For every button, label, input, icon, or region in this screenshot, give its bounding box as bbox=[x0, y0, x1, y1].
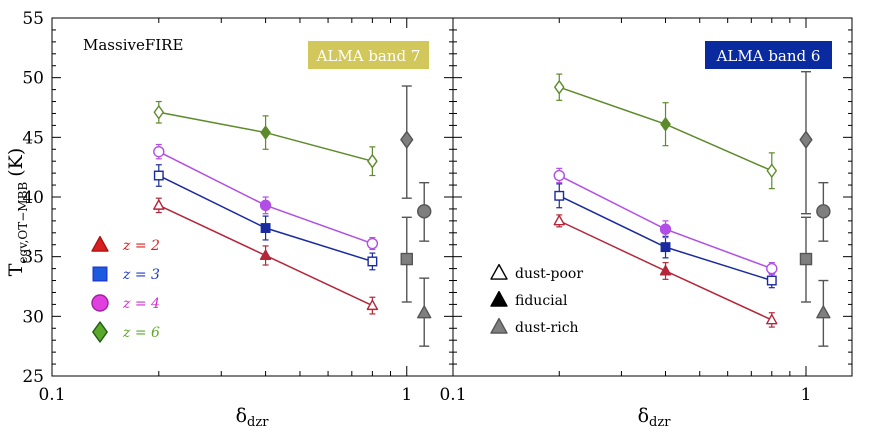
variant-legend: dust-poor fiducial dust-rich bbox=[490, 263, 583, 336]
badge-alma-band-7: ALMA band 7 bbox=[316, 47, 421, 65]
data-point bbox=[260, 223, 271, 233]
legend-marker bbox=[91, 235, 109, 252]
y-axis-label: Teqv,OT−MBB (K) bbox=[5, 148, 30, 277]
legend-label: z = 3 bbox=[122, 267, 160, 283]
x-axis-label-sub: dzr bbox=[247, 415, 269, 430]
data-point bbox=[260, 125, 271, 140]
data-point bbox=[660, 117, 671, 132]
legend-marker bbox=[91, 294, 109, 312]
data-point bbox=[553, 169, 565, 182]
legend-marker bbox=[490, 263, 508, 280]
plot-frame bbox=[452, 17, 853, 377]
data-point bbox=[153, 199, 165, 210]
data-point bbox=[366, 299, 379, 311]
legend-marker bbox=[490, 290, 508, 307]
data-point bbox=[153, 145, 165, 158]
gray-reference-point bbox=[400, 252, 413, 266]
gray-reference-point bbox=[799, 252, 813, 266]
y-tick-label: 55 bbox=[22, 9, 44, 29]
legend-label: z = 2 bbox=[122, 238, 160, 254]
badge-background bbox=[705, 41, 832, 69]
legend-label: z = 6 bbox=[122, 325, 160, 341]
data-point bbox=[554, 190, 565, 201]
y-axis-label-sub: eqv,OT−MBB bbox=[16, 182, 30, 264]
data-point bbox=[367, 154, 378, 169]
panel-alma-band-7: 25 30 35 40 45 50 55 0.1 1 MassiveFIRE ALMA band… bbox=[22, 9, 454, 405]
axis-ticks: 25 30 35 40 45 50 55 0.1 1 bbox=[22, 9, 453, 405]
data-point bbox=[660, 242, 671, 253]
data-point bbox=[554, 80, 565, 95]
y-tick-label: 30 bbox=[22, 307, 44, 327]
data-point bbox=[659, 265, 672, 276]
axis-ticks: 0.1 1 bbox=[439, 17, 852, 405]
legend-label: fiducial bbox=[515, 293, 568, 309]
y-tick-label: 35 bbox=[22, 248, 44, 268]
badge-background bbox=[308, 41, 429, 69]
x-tick-label: 0.1 bbox=[38, 385, 65, 405]
y-tick-label: 50 bbox=[22, 69, 44, 89]
legend-label: z = 4 bbox=[122, 296, 160, 312]
badge-alma-band-6: ALMA band 6 bbox=[716, 47, 821, 65]
x-axis-label-main: δ bbox=[236, 405, 247, 427]
y-tick-label: 40 bbox=[22, 188, 44, 208]
gray-reference-point bbox=[816, 204, 831, 219]
x-axis-label-sub: dzr bbox=[649, 415, 671, 430]
y-axis-label-main: T bbox=[5, 263, 27, 276]
gray-reference-point bbox=[816, 305, 831, 319]
plot-frame bbox=[51, 17, 454, 377]
x-tick-label: 0.1 bbox=[439, 385, 466, 405]
data-point bbox=[259, 199, 272, 212]
plot-marks bbox=[153, 85, 432, 347]
legend-marker bbox=[92, 321, 108, 343]
gray-reference-point bbox=[417, 204, 432, 219]
x-tick-label: 1 bbox=[801, 385, 812, 405]
legend-marker bbox=[92, 266, 108, 282]
data-point bbox=[766, 313, 778, 325]
x-tick-label: 1 bbox=[401, 385, 412, 405]
data-point bbox=[367, 256, 378, 267]
legend-label: dust-poor bbox=[515, 266, 583, 282]
y-axis-label-unit: (K) bbox=[5, 148, 27, 177]
x-axis-label-right: δdzr bbox=[638, 405, 672, 430]
x-axis-label-main: δ bbox=[638, 405, 649, 427]
data-point bbox=[766, 163, 777, 178]
x-axis-label-left: δdzr bbox=[236, 405, 270, 430]
gray-reference-point bbox=[417, 305, 432, 319]
annotation-massivefire: MassiveFIRE bbox=[83, 36, 183, 54]
plot-marks bbox=[553, 70, 831, 347]
data-point bbox=[766, 262, 778, 275]
y-tick-label: 25 bbox=[22, 367, 44, 387]
data-point bbox=[153, 105, 164, 120]
legend-marker bbox=[490, 317, 508, 334]
data-point bbox=[553, 214, 565, 226]
data-point bbox=[366, 237, 379, 250]
data-point bbox=[153, 170, 164, 181]
gray-reference-point bbox=[799, 130, 813, 149]
gray-reference-point bbox=[400, 130, 414, 149]
panel-alma-band-6: 0.1 1 ALMA band 6 dust-poorfiducialdust-r… bbox=[439, 17, 853, 405]
y-tick-label: 45 bbox=[22, 128, 44, 148]
data-point bbox=[659, 223, 672, 235]
data-point bbox=[766, 275, 777, 286]
redshift-legend: z = 2 z = 3 z = 4 z = 6 bbox=[91, 235, 160, 343]
legend-label: dust-rich bbox=[515, 320, 579, 336]
data-point bbox=[259, 249, 272, 260]
